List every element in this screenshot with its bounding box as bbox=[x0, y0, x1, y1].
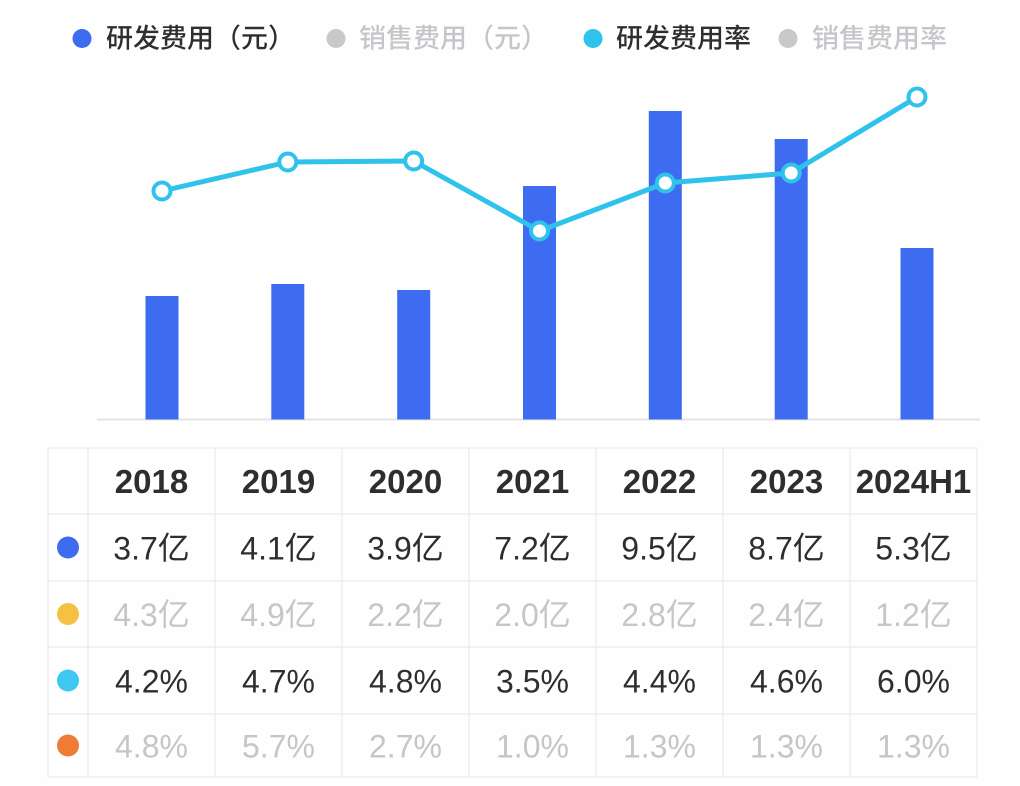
svg-text:4.8%: 4.8% bbox=[115, 728, 188, 764]
svg-text:2.2: 2.2 bbox=[367, 597, 411, 633]
svg-text:2018: 2018 bbox=[115, 463, 188, 500]
svg-text:1.0%: 1.0% bbox=[496, 728, 569, 764]
svg-text:5.7%: 5.7% bbox=[242, 728, 315, 764]
svg-text:3.5%: 3.5% bbox=[496, 663, 569, 699]
svg-text:4.3: 4.3 bbox=[113, 597, 157, 633]
svg-text:1.3%: 1.3% bbox=[623, 728, 696, 764]
svg-text:2.0: 2.0 bbox=[494, 597, 538, 633]
svg-text:5.3: 5.3 bbox=[875, 530, 919, 566]
svg-text:1.3%: 1.3% bbox=[750, 728, 823, 764]
svg-text:2024H1: 2024H1 bbox=[856, 463, 972, 500]
svg-text:4.7%: 4.7% bbox=[242, 663, 315, 699]
svg-text:4.2%: 4.2% bbox=[115, 663, 188, 699]
svg-text:6.0%: 6.0% bbox=[877, 663, 950, 699]
svg-text:3.9: 3.9 bbox=[367, 530, 411, 566]
svg-text:4.4%: 4.4% bbox=[623, 663, 696, 699]
svg-text:4.1: 4.1 bbox=[240, 530, 284, 566]
svg-text:2.7%: 2.7% bbox=[369, 728, 442, 764]
svg-text:4.9: 4.9 bbox=[240, 597, 284, 633]
svg-text:2022: 2022 bbox=[623, 463, 696, 500]
svg-text:1.3%: 1.3% bbox=[877, 728, 950, 764]
svg-text:2023: 2023 bbox=[750, 463, 823, 500]
svg-text:3.7: 3.7 bbox=[113, 530, 157, 566]
svg-text:2020: 2020 bbox=[369, 463, 442, 500]
svg-text:4.6%: 4.6% bbox=[750, 663, 823, 699]
svg-text:2021: 2021 bbox=[496, 463, 569, 500]
svg-text:7.2: 7.2 bbox=[494, 530, 538, 566]
svg-text:2.4: 2.4 bbox=[748, 597, 792, 633]
svg-text:8.7: 8.7 bbox=[748, 530, 792, 566]
svg-text:4.8%: 4.8% bbox=[369, 663, 442, 699]
svg-text:2.8: 2.8 bbox=[621, 597, 665, 633]
svg-text:1.2: 1.2 bbox=[875, 597, 919, 633]
svg-text:2019: 2019 bbox=[242, 463, 315, 500]
svg-text:9.5: 9.5 bbox=[621, 530, 665, 566]
